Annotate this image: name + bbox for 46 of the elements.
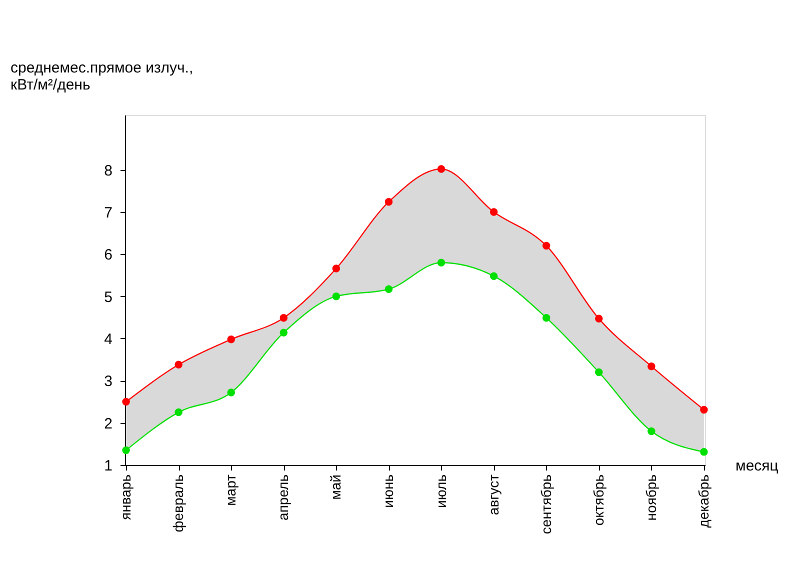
point (437, 258, 446, 266)
y-tick-label: 6 (104, 246, 112, 264)
x-tick-label: февраль (170, 474, 186, 532)
x-tick-label: май (328, 474, 344, 500)
y-tick-label: 4 (104, 330, 112, 348)
x-tick-label: ноябрь (642, 474, 659, 521)
x-tick-label: март (222, 474, 239, 506)
point (595, 314, 603, 323)
x-tick-label: январь (118, 474, 134, 520)
x-tick-label: октябрь (590, 474, 606, 526)
point (542, 314, 550, 322)
point (648, 362, 656, 370)
point (332, 264, 340, 272)
x-tick-label: июнь (380, 474, 396, 508)
point (384, 198, 393, 206)
point (227, 388, 235, 396)
point (122, 398, 130, 406)
point (595, 368, 603, 376)
y-tick-label: 1 (104, 458, 112, 474)
point (122, 446, 130, 454)
point (280, 314, 288, 322)
y-tick-label: 5 (104, 288, 112, 306)
point (280, 328, 288, 336)
y-tick-label: 3 (104, 373, 112, 390)
point (542, 242, 550, 250)
point (700, 406, 708, 414)
point (490, 208, 498, 216)
point (437, 165, 446, 173)
point (174, 360, 182, 369)
point (384, 285, 393, 294)
x-axis-title: месяц (736, 458, 779, 474)
x-tick-label: декабрь (695, 474, 712, 528)
point (332, 292, 340, 300)
y-tick-label: 7 (104, 204, 112, 222)
x-tick-label: сентябрь (538, 474, 554, 534)
x-tick-label: апрель (275, 474, 292, 520)
y-tick-label: 2 (104, 415, 112, 432)
x-tick-label: август (485, 474, 502, 516)
y-tick-label: 8 (104, 162, 112, 180)
point (700, 448, 708, 456)
point (490, 272, 498, 280)
point (648, 427, 656, 436)
point (174, 408, 182, 416)
point (227, 335, 235, 344)
y-axis-title: среднемес.прямое излуч., кВт/м²/день (10, 60, 194, 94)
x-tick-label: июль (432, 474, 449, 508)
